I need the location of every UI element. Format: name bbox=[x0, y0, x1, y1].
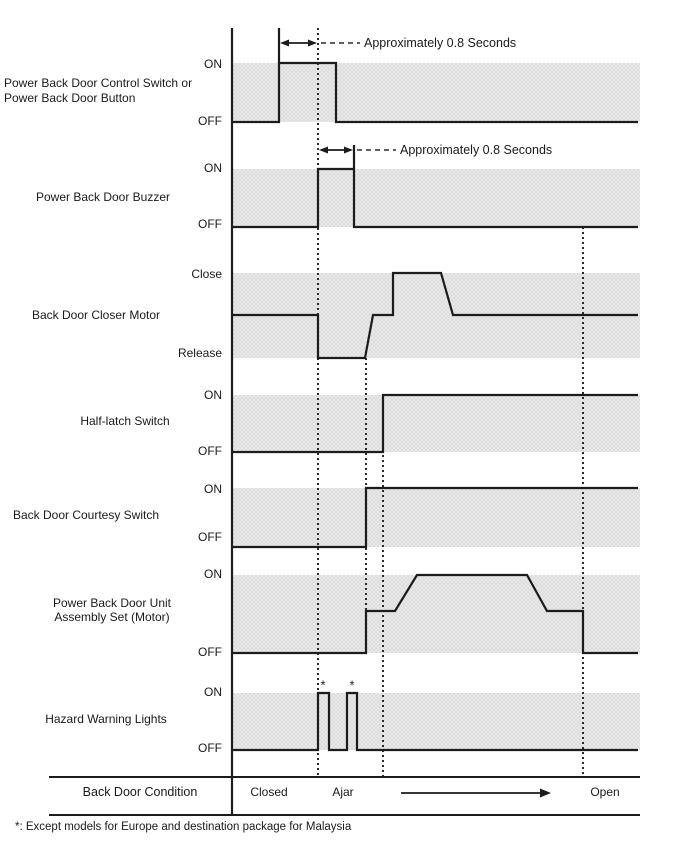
half-latch-switch-band bbox=[233, 395, 640, 452]
closer-motor-label: Back Door Closer Motor bbox=[32, 308, 160, 322]
pbd-unit-motor-level-off: OFF bbox=[198, 645, 222, 659]
control-switch-level-off: OFF bbox=[198, 114, 222, 128]
half-latch-switch-level-on: ON bbox=[204, 388, 222, 402]
courtesy-switch-label: Back Door Courtesy Switch bbox=[13, 508, 159, 522]
condition-value-open: Open bbox=[590, 785, 619, 799]
condition-progress-arrowhead bbox=[540, 788, 551, 798]
courtesy-switch-signal-1 bbox=[232, 486, 638, 549]
hazard-lights-asterisk-2: * bbox=[349, 678, 354, 693]
control-switch-level-on: ON bbox=[204, 57, 222, 71]
duration-annotation-2-arrowhead-right bbox=[344, 146, 353, 154]
duration-annotation-2-label: Approximately 0.8 Seconds bbox=[400, 143, 552, 157]
hazard-lights-asterisk-1: * bbox=[320, 678, 325, 693]
pbd-unit-motor-band bbox=[233, 575, 640, 653]
courtesy-switch-level-off: OFF bbox=[198, 530, 222, 544]
hazard-lights-label: Hazard Warning Lights bbox=[45, 712, 167, 726]
pbd-unit-motor-label: Assembly Set (Motor) bbox=[54, 610, 169, 624]
control-switch-label: Power Back Door Control Switch or bbox=[4, 76, 192, 90]
duration-annotation-1-arrowhead-right bbox=[308, 39, 317, 47]
pbd-unit-motor-label: Power Back Door Unit bbox=[53, 596, 172, 610]
hazard-lights-signal-1 bbox=[232, 691, 638, 752]
duration-annotation-1-arrowhead-left bbox=[280, 39, 289, 47]
hazard-lights-level-off: OFF bbox=[198, 741, 222, 755]
closer-motor-level-close: Close bbox=[191, 267, 222, 281]
buzzer-label: Power Back Door Buzzer bbox=[36, 190, 170, 204]
duration-annotation-2-arrowhead-left bbox=[319, 146, 328, 154]
buzzer-signal-1 bbox=[232, 167, 638, 229]
control-switch-label: Power Back Door Button bbox=[4, 91, 135, 105]
control-switch-band bbox=[233, 63, 640, 122]
closer-motor-signal-1 bbox=[232, 271, 638, 360]
half-latch-switch-level-off: OFF bbox=[198, 444, 222, 458]
footnote: *: Except models for Europe and destinat… bbox=[15, 821, 352, 833]
control-switch-signal-1 bbox=[232, 61, 638, 124]
condition-value-closed: Closed bbox=[250, 785, 287, 799]
courtesy-switch-level-on: ON bbox=[204, 482, 222, 496]
hazard-lights-level-on: ON bbox=[204, 685, 222, 699]
buzzer-level-on: ON bbox=[204, 161, 222, 175]
buzzer-band bbox=[233, 169, 640, 227]
condition-value-ajar: Ajar bbox=[332, 785, 353, 799]
hazard-lights-band bbox=[233, 693, 640, 750]
buzzer-level-off: OFF bbox=[198, 217, 222, 231]
closer-motor-level-release: Release bbox=[178, 346, 222, 360]
pbd-unit-motor-level-on: ON bbox=[204, 567, 222, 581]
half-latch-switch-signal-1 bbox=[232, 393, 638, 454]
half-latch-switch-label: Half-latch Switch bbox=[80, 414, 169, 428]
pbd-unit-motor-signal-1 bbox=[232, 573, 638, 655]
duration-annotation-1-label: Approximately 0.8 Seconds bbox=[364, 36, 516, 50]
condition-label: Back Door Condition bbox=[83, 785, 198, 799]
courtesy-switch-band bbox=[233, 488, 640, 547]
